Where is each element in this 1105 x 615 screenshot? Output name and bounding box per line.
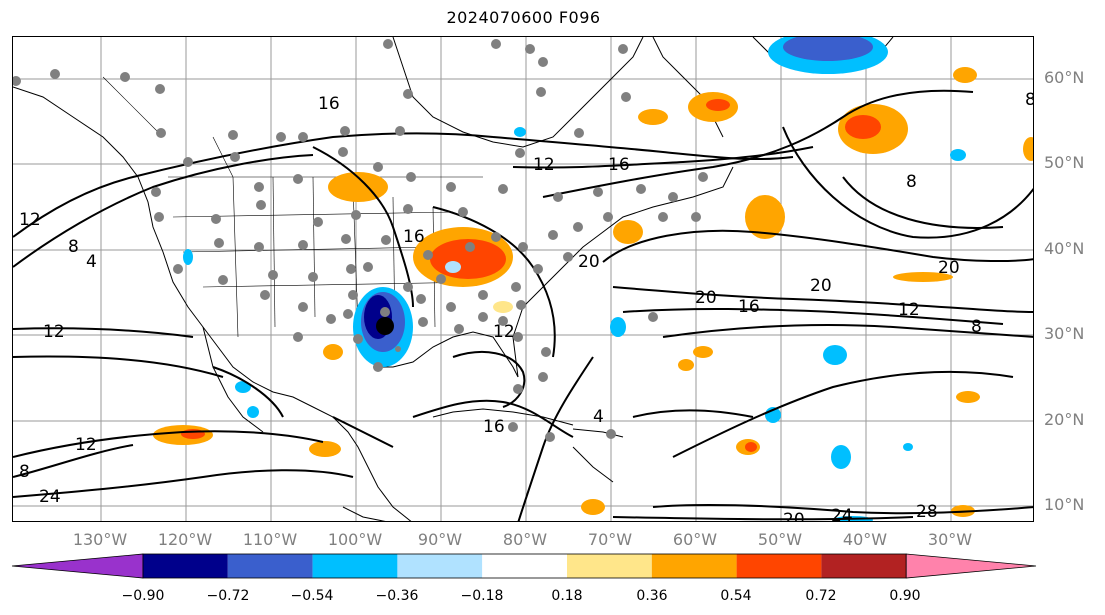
lat-label: 40°N (1044, 239, 1085, 258)
contour-label: 4 (86, 252, 97, 272)
lon-label: 50°W (757, 530, 803, 549)
lat-label: 20°N (1044, 410, 1085, 429)
contour-labels: 16 12 16 12 8 4 16 12 20 20 16 12 8 20 2… (19, 90, 1034, 522)
contour-label: 20 (810, 276, 832, 296)
lon-label: 110°W (242, 530, 298, 549)
colorbar-segment (736, 554, 822, 578)
contour-label: 12 (493, 322, 515, 342)
colorbar-segment (821, 554, 907, 578)
contour-label: 16 (483, 417, 505, 437)
contour-label: 16 (403, 227, 425, 247)
colorbar-tick-label: −0.72 (206, 588, 250, 604)
contour-label: 8 (906, 172, 917, 192)
contour-label: 24 (39, 487, 61, 507)
colorbar-segment (227, 554, 313, 578)
colorbar-segment (143, 554, 228, 578)
colorbar-tick-label: 0.18 (551, 588, 583, 604)
colorbar-tick-label: −0.18 (460, 588, 504, 604)
negative-shading (183, 37, 966, 521)
colorbar-segment (312, 554, 398, 578)
colorbar-tick-label: −0.54 (290, 588, 334, 604)
colorbar-segment (651, 554, 737, 578)
contour-label: 20 (938, 258, 960, 278)
colorbar-extend-low (11, 553, 144, 579)
contour-label: 16 (738, 297, 760, 317)
lon-label: 40°W (842, 530, 888, 549)
contour-label: 12 (898, 300, 920, 320)
contour-label: 8 (971, 317, 982, 337)
contour-label: 12 (75, 435, 97, 455)
contour-label: 8 (1025, 90, 1034, 110)
station-markers (13, 39, 708, 442)
contours (13, 89, 1033, 521)
focus-point-marker (376, 317, 394, 335)
colorbar-segments (11, 553, 1037, 579)
lon-label: 80°W (502, 530, 548, 549)
lat-label: 10°N (1044, 495, 1085, 514)
coastlines (13, 37, 894, 521)
colorbar-segment (397, 554, 483, 578)
lon-label: 100°W (327, 530, 383, 549)
contour-label: 20 (695, 288, 717, 308)
lon-label: 130°W (72, 530, 128, 549)
contour-label: 20 (783, 510, 805, 522)
contour-label: 16 (608, 155, 630, 175)
contour-label: 4 (593, 407, 604, 427)
contour-label: 24 (831, 506, 853, 522)
lon-label: 120°W (157, 530, 213, 549)
contour-label: 8 (68, 237, 79, 257)
lat-label: 30°N (1044, 324, 1085, 343)
lon-label: 60°W (672, 530, 718, 549)
contour-label: 12 (43, 322, 65, 342)
colorbar-tick-label: −0.36 (375, 588, 419, 604)
lon-label: 30°W (927, 530, 973, 549)
contour-label: 12 (19, 210, 41, 230)
map-title: 2024070600 F096 (446, 8, 601, 27)
lat-label: 50°N (1044, 153, 1085, 172)
colorbar-tick-label: 0.90 (889, 588, 921, 604)
colorbar-segment (482, 554, 567, 578)
colorbar-tick-label: 0.54 (720, 588, 752, 604)
colorbar-tick-label: −0.90 (121, 588, 165, 604)
map-panel: 16 12 16 12 8 4 16 12 20 20 16 12 8 20 2… (12, 36, 1034, 522)
map-canvas: 16 12 16 12 8 4 16 12 20 20 16 12 8 20 2… (13, 37, 1034, 522)
lat-label: 60°N (1044, 68, 1085, 87)
colorbar (11, 553, 1037, 579)
contour-label: 8 (19, 462, 30, 482)
lon-label: 70°W (587, 530, 633, 549)
state-borders (102, 76, 484, 338)
colorbar-extend-high (905, 553, 1037, 579)
contour-label: 20 (578, 252, 600, 272)
lon-label: 90°W (417, 530, 463, 549)
colorbar-tick-label: 0.72 (805, 588, 837, 604)
colorbar-segment (567, 554, 652, 578)
contour-label: 16 (318, 94, 340, 114)
colorbar-tick-label: 0.36 (636, 588, 668, 604)
contour-label: 28 (916, 502, 938, 522)
contour-label: 12 (533, 155, 555, 175)
